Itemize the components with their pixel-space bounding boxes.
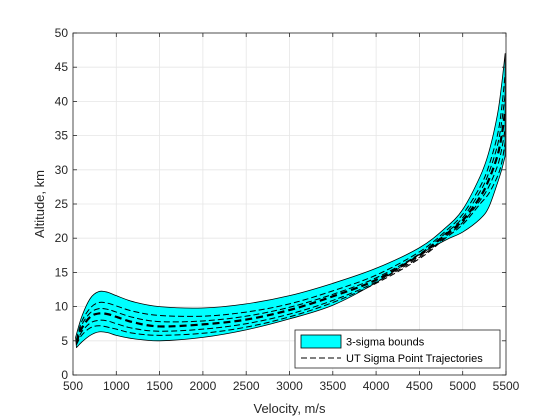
trajectory-line-4 xyxy=(76,142,506,346)
x-tick-label: 1000 xyxy=(103,379,130,393)
x-tick-label: 5000 xyxy=(449,379,476,393)
x-tick-label: 5500 xyxy=(493,379,520,393)
x-tick-label: 2000 xyxy=(190,379,217,393)
y-tick-label: 5 xyxy=(61,334,68,348)
legend-band-swatch xyxy=(300,334,342,349)
x-tick-label: 3500 xyxy=(319,379,346,393)
x-tick-label: 4500 xyxy=(406,379,433,393)
y-tick-label: 40 xyxy=(55,94,69,108)
legend: 3-sigma bounds UT Sigma Point Trajectori… xyxy=(294,329,501,369)
y-tick-label: 25 xyxy=(55,197,69,211)
y-tick-label: 10 xyxy=(55,300,69,314)
x-tick-label: 1500 xyxy=(146,379,173,393)
trajectory-line-1 xyxy=(75,73,506,340)
series-layer xyxy=(75,73,507,346)
x-tick-label: 3000 xyxy=(276,379,303,393)
legend-dashed-label: UT Sigma Point Trajectories xyxy=(346,353,483,365)
y-tick-label: 50 xyxy=(55,26,69,40)
y-tick-label: 15 xyxy=(55,265,69,279)
x-axis-label: Velocity, m/s xyxy=(253,401,326,416)
x-tick-label: 2500 xyxy=(233,379,260,393)
trajectory-line-2 xyxy=(75,94,506,341)
x-tick-label: 4000 xyxy=(363,379,390,393)
ticks: 500 1000 1500 2000 2500 3000 3500 4000 4500 5000 5… xyxy=(55,26,520,393)
y-tick-label: 20 xyxy=(55,231,69,245)
y-tick-label: 0 xyxy=(61,368,68,382)
x-tick-label: 500 xyxy=(63,379,83,393)
legend-band-label: 3-sigma bounds xyxy=(346,337,425,349)
y-tick-label: 30 xyxy=(55,163,69,177)
y-axis-label: Altitude, km xyxy=(32,170,47,238)
y-tick-label: 45 xyxy=(55,60,69,74)
trajectory-line-nominal xyxy=(75,111,507,343)
trajectory-line-3 xyxy=(76,128,506,344)
y-tick-label: 35 xyxy=(55,129,69,143)
